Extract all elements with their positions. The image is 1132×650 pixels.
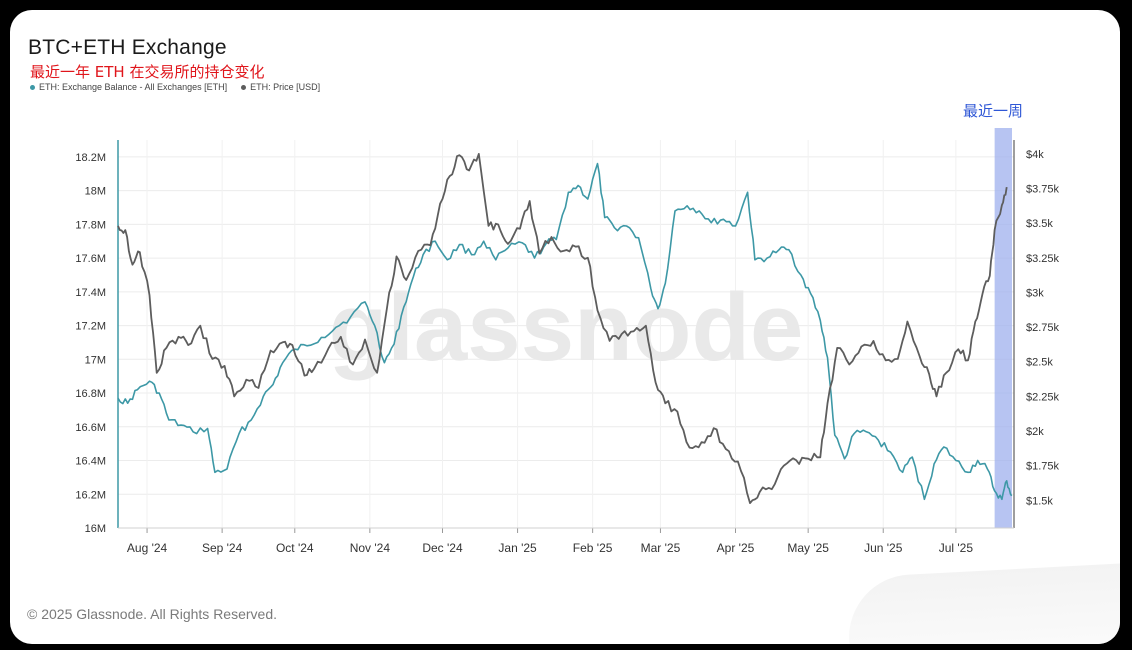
recent-week-highlight — [994, 128, 1012, 528]
legend-item-balance[interactable]: ETH: Exchange Balance - All Exchanges [E… — [30, 82, 227, 92]
x-tick-label: Feb '25 — [573, 541, 613, 555]
legend: ETH: Exchange Balance - All Exchanges [E… — [30, 82, 320, 92]
x-tick-label: Jul '25 — [939, 541, 974, 555]
y-left-ticks: 16M 16.2M 16.4M 16.6M 16.8M 17M 17.2M 17.4M 17.6… — [75, 152, 106, 535]
x-tick-label: Apr '25 — [717, 541, 755, 555]
chart-title: BTC+ETH Exchange — [28, 36, 227, 59]
y-right-tick-label: $3.5k — [1026, 218, 1053, 230]
x-tick-label: Dec '24 — [422, 541, 463, 555]
legend-label-price: ETH: Price [USD] — [250, 82, 321, 92]
series-line-eth-price[interactable] — [117, 153, 1008, 504]
x-tick-label: May '25 — [787, 541, 829, 555]
y-right-tick-label: $3.25k — [1026, 253, 1060, 265]
series-line-exchange-balance[interactable] — [117, 162, 1013, 501]
chart-subtitle: 最近一年 ETH 在交易所的持仓变化 — [30, 63, 265, 81]
x-tick-label: Mar '25 — [641, 541, 681, 555]
y-left-tick-label: 18.2M — [75, 152, 106, 164]
legend-item-price[interactable]: ETH: Price [USD] — [241, 82, 320, 92]
y-right-tick-label: $2k — [1026, 426, 1044, 438]
x-ticks: Aug '24 Sep '24 Oct '24 Nov '24 Dec '24 Jan '… — [127, 541, 973, 555]
price-legend-dot — [241, 84, 247, 90]
y-right-tick-label: $1.5k — [1026, 495, 1053, 507]
y-left-tick-label: 16.8M — [75, 388, 106, 400]
balance-legend-dot — [30, 84, 35, 90]
axes — [117, 140, 1015, 533]
series — [117, 153, 1013, 504]
y-right-tick-label: $2.5k — [1026, 357, 1053, 369]
y-left-tick-label: 16M — [85, 523, 106, 535]
y-left-tick-label: 16.4M — [75, 456, 106, 468]
y-left-tick-label: 17M — [85, 354, 106, 366]
y-right-tick-label: $2.75k — [1026, 322, 1060, 334]
y-right-tick-label: $3.75k — [1026, 184, 1060, 196]
y-left-tick-label: 17.4M — [75, 287, 106, 299]
x-tick-label: Sep '24 — [202, 541, 243, 555]
x-tick-label: Nov '24 — [350, 541, 391, 555]
y-left-tick-label: 17.6M — [75, 253, 106, 265]
y-right-tick-label: $1.75k — [1026, 461, 1060, 473]
x-tick-label: Aug '24 — [127, 541, 168, 555]
footer-copyright: © 2025 Glassnode. All Rights Reserved. — [27, 606, 278, 622]
y-left-tick-label: 18M — [85, 186, 106, 198]
y-right-tick-label: $4k — [1026, 149, 1044, 161]
glassnode-watermark: glassnode — [329, 274, 804, 381]
y-right-ticks: $1.5k $1.75k $2k $2.25k $2.5k $2.75k $3k $3.25k… — [1026, 149, 1060, 507]
legend-label-balance: ETH: Exchange Balance - All Exchanges [E… — [39, 82, 228, 92]
y-right-tick-label: $2.25k — [1026, 391, 1060, 403]
y-left-tick-label: 17.2M — [75, 321, 106, 333]
y-right-tick-label: $3k — [1026, 287, 1044, 299]
x-tick-label: Jun '25 — [864, 541, 903, 555]
y-left-tick-label: 16.6M — [75, 422, 106, 434]
x-tick-label: Jan '25 — [498, 541, 537, 555]
recent-week-label: 最近一周 — [963, 102, 1024, 120]
y-left-tick-label: 16.2M — [75, 489, 106, 501]
x-tick-label: Oct '24 — [276, 541, 314, 555]
y-left-tick-label: 17.8M — [75, 219, 106, 231]
chart-card: BTC+ETH Exchange 最近一年 ETH 在交易所的持仓变化 ETH:… — [10, 10, 1120, 644]
